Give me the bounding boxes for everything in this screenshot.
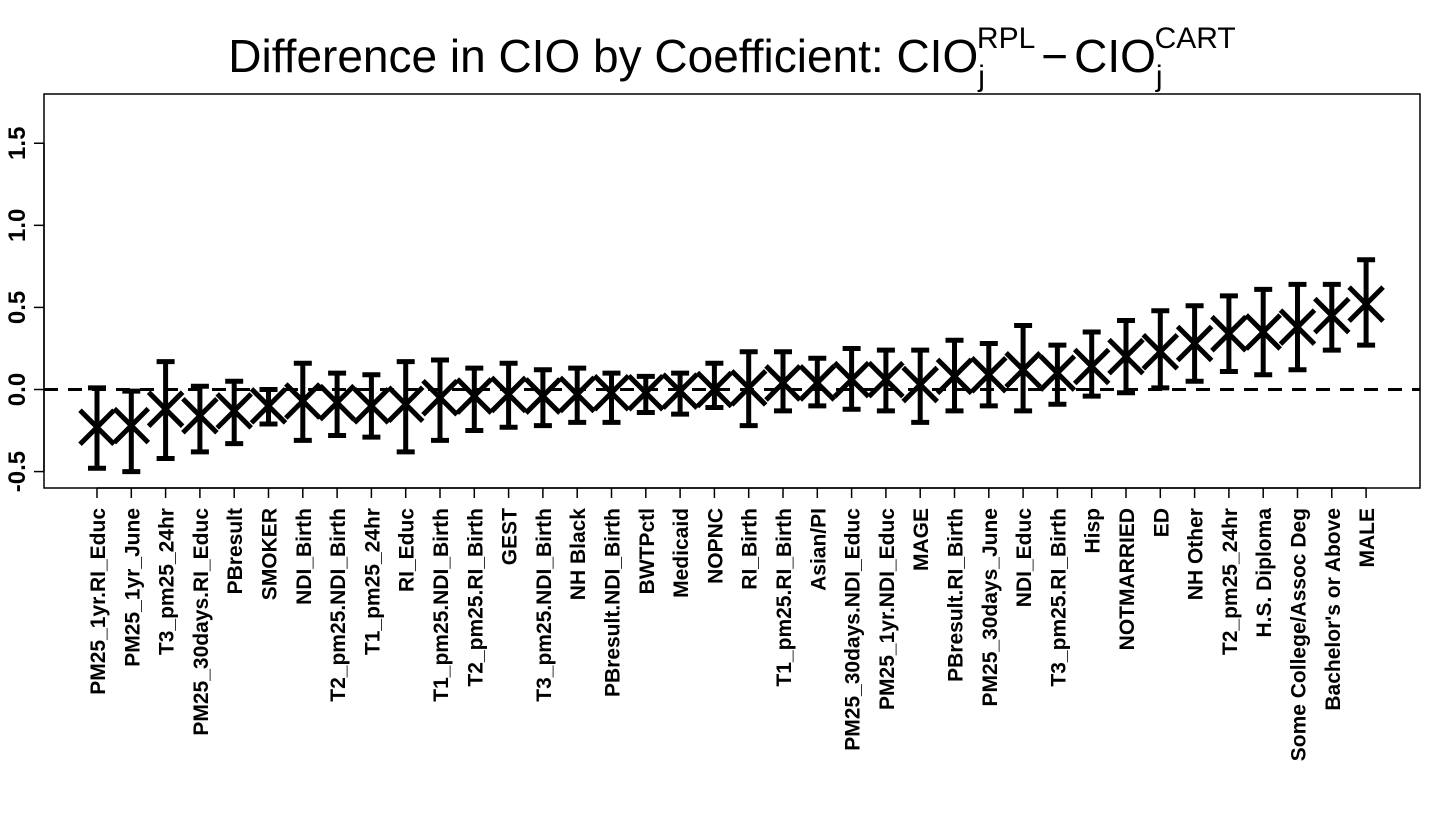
point-estimate-marker (1107, 337, 1145, 376)
point-estimate-marker (249, 387, 288, 425)
x-tick-label: T2_pm25.RI_Birth (464, 508, 487, 687)
x-tick-label: NOTMARRIED (1116, 508, 1139, 650)
x-tick-label: NDI_Educ (1013, 508, 1036, 608)
plot-frame (43, 93, 1421, 489)
x-tick-label: PBresult.RI_Birth (945, 508, 968, 682)
title-term-2: CIO (1074, 30, 1156, 82)
x-axis: PM25_1yr.RI_Educ PM25_1yr_June T3_pm25_24h… (87, 487, 1379, 761)
point-estimate-marker (1141, 332, 1180, 371)
y-tick-label: 0.5 (4, 291, 31, 324)
x-tick-label: BWTPctl (636, 508, 659, 594)
point-estimate-marker (489, 375, 528, 414)
x-tick-label: SMOKER (259, 508, 282, 600)
point-estimate-marker (284, 382, 322, 420)
x-tick-label: Bachelor's or Above (1322, 508, 1345, 711)
x-tick-label: NH Other (1185, 508, 1208, 600)
point-estimate-marker (1244, 313, 1282, 351)
point-estimate-marker (318, 383, 356, 422)
x-tick-label: PM25_30days_June (979, 508, 1002, 706)
x-tick-label: PM25_1yr.NDI_Educ (876, 508, 899, 710)
title-prefix: Difference in CIO by Coefficient: CIO (228, 30, 978, 82)
x-tick-label: RI_Birth (739, 508, 762, 590)
point-estimate-marker (421, 378, 459, 417)
x-tick-label: PM25_1yr_June (121, 508, 144, 667)
point-estimate-marker (1175, 324, 1214, 363)
x-tick-label: Hisp (1082, 508, 1105, 554)
title-minus: − (1041, 30, 1068, 82)
point-estimate-marker (146, 390, 185, 428)
point-estimate-marker (901, 365, 939, 404)
x-tick-label: T3_pm25_24hr (156, 508, 179, 655)
x-tick-label: PM25_30days.NDI_Educ (842, 508, 865, 751)
point-estimate-marker (1038, 354, 1077, 392)
x-tick-label: MAGE (910, 508, 933, 571)
point-estimate-marker (181, 396, 219, 435)
x-tick-label: T2_pm25.NDI_Birth (327, 508, 350, 702)
title-sub-1: j (977, 60, 985, 93)
x-tick-label: PM25_30days.RI_Educ (190, 508, 213, 736)
x-tick-label: T1_pm25.RI_Birth (773, 508, 796, 687)
point-estimate-marker (215, 392, 253, 430)
point-estimate-marker (970, 355, 1008, 394)
point-estimate-marker (798, 364, 837, 402)
point-estimate-marker (352, 387, 391, 425)
point-estimate-marker (1004, 351, 1042, 389)
point-estimate-marker (524, 377, 562, 415)
y-axis: -0.5 0.0 0.5 1.0 1.5 (4, 127, 45, 492)
x-tick-label: T1_pm25.NDI_Birth (430, 508, 453, 702)
x-tick-label: PBresult.NDI_Birth (602, 508, 625, 697)
point-estimate-marker (1072, 347, 1111, 386)
x-tick-label: NOPNC (704, 508, 727, 584)
point-estimate-marker (832, 360, 871, 399)
point-estimate-marker (764, 364, 802, 402)
point-estimate-marker (935, 357, 974, 396)
y-tick-label: 0.0 (4, 373, 31, 406)
estimate-marks (78, 257, 1385, 475)
point-estimate-marker (78, 408, 116, 447)
x-tick-label: T2_pm25_24hr (1219, 508, 1242, 655)
x-tick-label: ED (1150, 508, 1173, 537)
x-tick-label: PBresult (224, 508, 247, 594)
point-estimate-marker (592, 374, 631, 412)
title-sup-1: RPL (977, 22, 1035, 55)
point-estimate-marker (1278, 308, 1317, 346)
x-tick-label: Medicaid (670, 508, 693, 598)
point-estimate-marker (661, 372, 699, 410)
point-estimate-marker (1210, 314, 1248, 353)
title-sup-2: CART (1155, 22, 1236, 55)
point-estimate-marker (627, 374, 665, 412)
x-tick-label: GEST (499, 508, 522, 565)
point-estimate-marker (1313, 296, 1351, 335)
x-tick-label: T1_pm25_24hr (361, 508, 384, 655)
y-tick-label: 1.0 (4, 209, 31, 242)
x-tick-label: MALE (1356, 508, 1379, 568)
point-estimate-marker (455, 377, 494, 415)
x-tick-label: NDI_Birth (293, 508, 316, 605)
x-tick-label: H.S. Diploma (1253, 508, 1276, 638)
x-tick-label: PM25_1yr.RI_Educ (87, 508, 110, 695)
chart-title: Difference in CIO by Coefficient: CIOjRP… (228, 22, 1235, 93)
x-tick-label: NH Black (567, 508, 590, 601)
point-estimate-marker (1347, 285, 1385, 323)
y-tick-label: 1.5 (4, 127, 31, 160)
x-tick-label: Some College/Assoc Deg (1288, 508, 1311, 761)
title-sub-2: j (1155, 60, 1163, 93)
point-estimate-marker (558, 375, 596, 414)
point-estimate-marker (867, 360, 905, 399)
point-estimate-marker (729, 369, 768, 407)
x-tick-label: RI_Educ (396, 508, 419, 592)
point-estimate-marker (112, 406, 151, 445)
x-tick-label: T3_pm25.RI_Birth (1047, 508, 1070, 687)
y-tick-label: -0.5 (4, 451, 31, 492)
point-estimate-marker (386, 385, 425, 424)
x-tick-label: T3_pm25.NDI_Birth (533, 508, 556, 702)
point-estimate-marker (695, 370, 734, 409)
x-tick-label: Asian/PI (807, 508, 830, 591)
